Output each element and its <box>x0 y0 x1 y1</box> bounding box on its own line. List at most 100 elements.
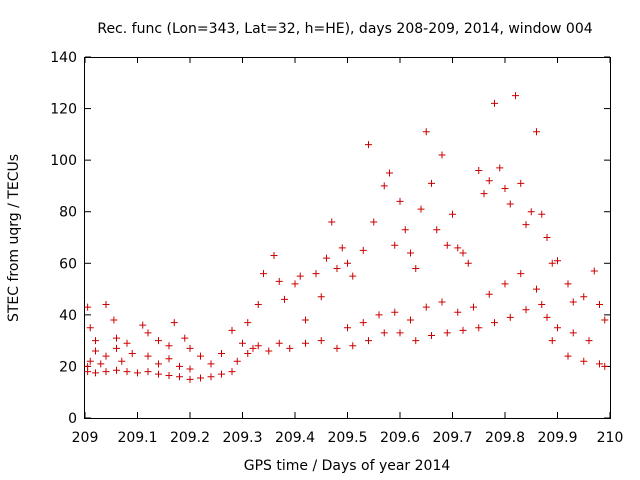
data-point <box>344 259 351 267</box>
data-point <box>380 182 388 190</box>
data-points <box>84 92 609 383</box>
data-point <box>517 179 525 187</box>
data-point <box>333 264 341 272</box>
data-point <box>569 298 577 306</box>
data-point <box>365 141 372 149</box>
plot-frame <box>84 57 611 419</box>
data-point <box>412 264 420 272</box>
data-point <box>580 293 588 301</box>
y-tick-label: 100 <box>50 153 77 169</box>
data-point <box>218 350 225 358</box>
data-point <box>317 293 325 301</box>
data-point <box>401 226 409 234</box>
data-point <box>443 329 451 337</box>
data-point <box>359 319 367 327</box>
data-point <box>485 177 493 185</box>
data-point <box>123 368 131 376</box>
data-point <box>428 331 435 339</box>
data-point <box>496 164 504 172</box>
data-point <box>110 316 118 324</box>
data-point <box>428 179 435 187</box>
data-point <box>449 210 456 218</box>
data-point <box>92 369 99 377</box>
data-point <box>517 270 525 278</box>
data-point <box>454 244 462 252</box>
data-point <box>328 218 336 226</box>
data-point <box>459 249 467 257</box>
data-point <box>113 366 120 374</box>
x-tick-label: 209.1 <box>117 430 157 446</box>
data-point <box>233 357 241 365</box>
x-tick-label: 209.8 <box>485 430 525 446</box>
x-axis: 209 209.1 209.2 209.3 209.4 209.5 209.6 209.7 20… <box>72 57 624 446</box>
data-point <box>92 337 99 345</box>
data-point <box>155 370 162 378</box>
data-point <box>538 210 546 218</box>
data-point <box>302 316 309 324</box>
data-point <box>144 329 152 337</box>
data-point <box>186 344 194 352</box>
y-tick-label: 80 <box>59 205 77 221</box>
data-point <box>286 344 294 352</box>
data-point <box>506 200 514 208</box>
data-point <box>506 313 514 321</box>
data-point <box>165 371 173 379</box>
data-point <box>228 326 236 334</box>
data-point <box>218 370 225 378</box>
data-point <box>391 308 399 316</box>
data-point <box>601 316 609 324</box>
data-point <box>296 272 304 280</box>
data-point <box>228 368 236 376</box>
data-point <box>302 339 309 347</box>
data-point <box>585 337 593 345</box>
data-point <box>464 259 472 267</box>
data-point <box>312 270 320 278</box>
data-point <box>333 344 341 352</box>
data-point <box>118 357 126 365</box>
data-point <box>86 324 94 332</box>
data-point <box>165 342 173 350</box>
y-tick-label: 140 <box>50 50 77 66</box>
data-point <box>344 324 351 332</box>
data-point <box>102 301 110 309</box>
data-point <box>438 151 446 159</box>
data-point <box>580 357 588 365</box>
data-point <box>323 254 330 262</box>
data-point <box>186 365 194 373</box>
data-point <box>144 352 152 360</box>
data-point <box>181 334 189 342</box>
data-point <box>422 303 430 311</box>
data-point <box>554 324 561 332</box>
data-point <box>134 369 141 377</box>
data-point <box>197 352 204 360</box>
data-point <box>139 321 147 329</box>
data-point <box>454 308 462 316</box>
data-point <box>386 169 393 177</box>
data-point <box>254 342 262 350</box>
y-axis: 0 20 40 60 80 100 120 140 <box>50 50 610 427</box>
data-point <box>165 355 173 363</box>
x-tick-label: 209.9 <box>537 430 577 446</box>
data-point <box>548 259 556 267</box>
data-point <box>155 360 162 368</box>
data-point <box>569 329 577 337</box>
x-tick-label: 209.7 <box>432 430 472 446</box>
data-point <box>244 319 252 327</box>
data-point <box>475 324 483 332</box>
x-tick-label: 209.6 <box>380 430 420 446</box>
x-tick-label: 209.2 <box>170 430 210 446</box>
data-point <box>491 319 498 327</box>
data-point <box>197 374 204 382</box>
data-point <box>417 205 425 213</box>
data-point <box>113 344 120 352</box>
data-point <box>281 295 288 303</box>
data-point <box>97 360 105 368</box>
y-tick-label: 0 <box>68 411 77 427</box>
data-point <box>84 368 92 376</box>
data-point <box>92 347 99 355</box>
data-point <box>538 301 546 309</box>
x-tick-label: 210 <box>597 430 624 446</box>
data-point <box>359 246 367 254</box>
data-point <box>422 128 430 136</box>
